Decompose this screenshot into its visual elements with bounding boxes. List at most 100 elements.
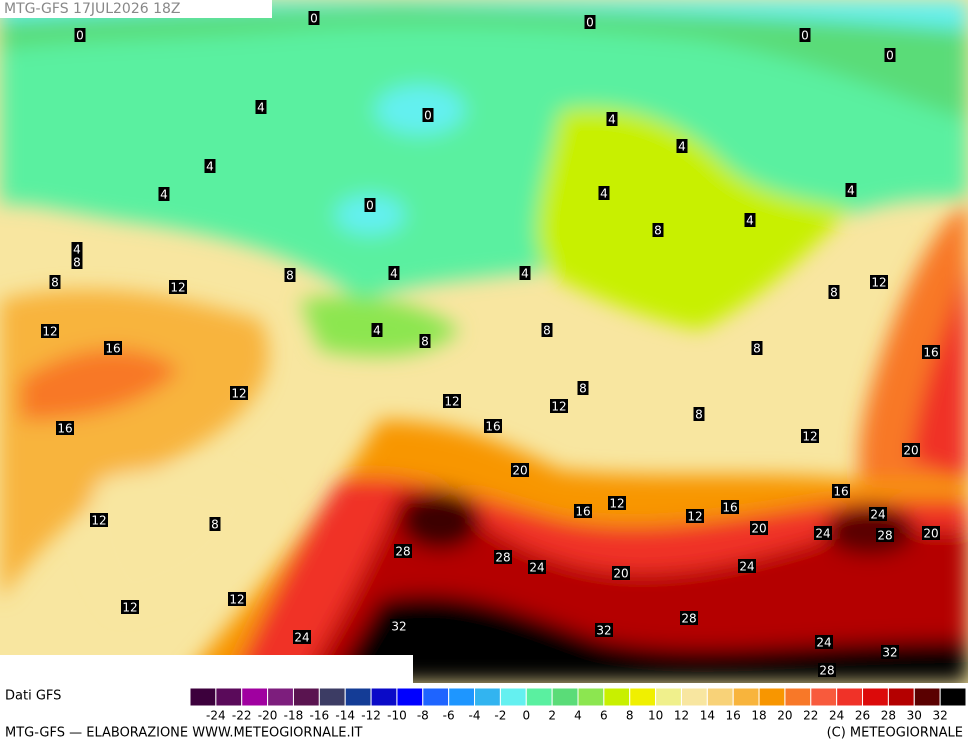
contour-label: 8 bbox=[73, 256, 81, 270]
colorbar-swatch bbox=[603, 687, 631, 707]
colorbar-label: -12 bbox=[361, 709, 381, 723]
blank-panel bbox=[0, 655, 413, 683]
contour-label-box bbox=[422, 108, 434, 122]
contour-label-box bbox=[608, 496, 626, 510]
contour-label-box bbox=[511, 463, 529, 477]
contour-label-box bbox=[595, 623, 613, 637]
contour-label-box bbox=[876, 528, 894, 542]
contour-label-box bbox=[56, 421, 74, 435]
contour-label-box bbox=[814, 526, 832, 540]
colorbar-label: -24 bbox=[206, 709, 226, 723]
contour-label-box bbox=[293, 630, 311, 644]
contour-label-box bbox=[371, 323, 383, 337]
contour-label: 4 bbox=[600, 187, 608, 201]
contour-label-box bbox=[799, 28, 811, 42]
contour-label-box bbox=[390, 619, 408, 633]
contour-label-box bbox=[884, 48, 896, 62]
contour-label: 12 bbox=[122, 601, 137, 615]
contour-label-box bbox=[71, 255, 83, 269]
contour-label-box bbox=[577, 381, 589, 395]
contour-label: 8 bbox=[543, 324, 551, 338]
contour-label: 28 bbox=[681, 612, 696, 626]
colorbar-swatch bbox=[525, 687, 553, 707]
contour-label: 24 bbox=[870, 508, 885, 522]
contour-label: 32 bbox=[596, 624, 611, 638]
colorbar-label: -4 bbox=[469, 709, 481, 723]
colorbar-swatch bbox=[448, 687, 476, 707]
colorbar-label: 24 bbox=[829, 709, 844, 723]
contour-label: 12 bbox=[42, 325, 57, 339]
contour-label-box bbox=[750, 521, 768, 535]
colorbar-label: -18 bbox=[284, 709, 304, 723]
contour-label: 4 bbox=[390, 267, 398, 281]
colorbar-swatch bbox=[370, 687, 398, 707]
contour-label-box bbox=[419, 334, 431, 348]
contour-label: 20 bbox=[613, 567, 628, 581]
contour-label-box bbox=[606, 112, 618, 126]
contour-label-box bbox=[204, 159, 216, 173]
colorbar-label: 18 bbox=[751, 709, 766, 723]
colorbar-swatch bbox=[396, 687, 424, 707]
colorbar-swatch bbox=[318, 687, 346, 707]
contour-label: 16 bbox=[923, 346, 938, 360]
contour-label-box bbox=[676, 139, 688, 153]
contour-label-box bbox=[869, 507, 887, 521]
contour-label: 24 bbox=[294, 631, 309, 645]
colorbar-label: 16 bbox=[726, 709, 741, 723]
contour-label: 4 bbox=[678, 140, 686, 154]
contour-label: 16 bbox=[833, 485, 848, 499]
colorbar-swatch bbox=[784, 687, 812, 707]
contour-label-box bbox=[228, 592, 246, 606]
contour-label-box bbox=[680, 611, 698, 625]
colorbar-swatch bbox=[241, 687, 269, 707]
contour-label-box bbox=[815, 635, 833, 649]
colorbar-label: 30 bbox=[907, 709, 922, 723]
footer-credit: MTG-GFS — ELABORAZIONE WWW.METEOGIORNALE… bbox=[5, 726, 362, 741]
colorbar: -24 -22 -20 -18 -16 -14 -12 -10 -8 -6 -4 -2 0 2 4 6 8 10 1… bbox=[189, 687, 967, 723]
colorbar-label: 26 bbox=[855, 709, 870, 723]
contour-label: 16 bbox=[57, 422, 72, 436]
contour-label: 12 bbox=[444, 395, 459, 409]
contour-label: 12 bbox=[229, 593, 244, 607]
colorbar-swatch bbox=[215, 687, 243, 707]
contour-label: 4 bbox=[521, 267, 529, 281]
contour-label-box bbox=[832, 484, 850, 498]
header-title: MTG-GFS 17JUL2026 18Z bbox=[4, 1, 181, 17]
colorbar-swatch bbox=[474, 687, 501, 707]
contour-label: 32 bbox=[391, 620, 406, 634]
contour-label: 12 bbox=[609, 497, 624, 511]
contour-label-box bbox=[41, 324, 59, 338]
colorbar-label: -14 bbox=[335, 709, 355, 723]
colorbar-swatch bbox=[706, 687, 734, 707]
contour-label-box bbox=[169, 280, 187, 294]
contour-label-box bbox=[686, 509, 704, 523]
contour-label-box bbox=[519, 266, 531, 280]
colorbar-swatch bbox=[913, 687, 941, 707]
contour-label-box bbox=[528, 560, 546, 574]
footer-copyright: (C) METEOGIORNALE bbox=[827, 726, 963, 741]
colorbar-label: 4 bbox=[574, 709, 582, 723]
contour-label: 32 bbox=[882, 646, 897, 660]
colorbar-swatch bbox=[862, 687, 889, 707]
contour-label-box bbox=[693, 407, 705, 421]
contour-label-box bbox=[828, 285, 840, 299]
contour-label: 28 bbox=[819, 664, 834, 678]
contour-label: 8 bbox=[654, 224, 662, 238]
contour-label-box bbox=[818, 663, 836, 677]
contour-label: 16 bbox=[575, 505, 590, 519]
contour-label: 8 bbox=[830, 286, 838, 300]
contour-label: 0 bbox=[424, 109, 432, 123]
colorbar-label: 22 bbox=[803, 709, 818, 723]
colorbar-swatch bbox=[680, 687, 708, 707]
colorbar-label: 2 bbox=[548, 709, 556, 723]
contour-label: 24 bbox=[739, 560, 754, 574]
contour-label-box bbox=[721, 500, 739, 514]
contour-label: 0 bbox=[76, 29, 84, 43]
colorbar-label: 32 bbox=[932, 709, 947, 723]
colorbar-swatch bbox=[189, 687, 217, 707]
colorbar-label: -22 bbox=[232, 709, 252, 723]
colorbar-label: 8 bbox=[626, 709, 634, 723]
header-box bbox=[0, 0, 272, 18]
contour-label-box bbox=[574, 504, 592, 518]
